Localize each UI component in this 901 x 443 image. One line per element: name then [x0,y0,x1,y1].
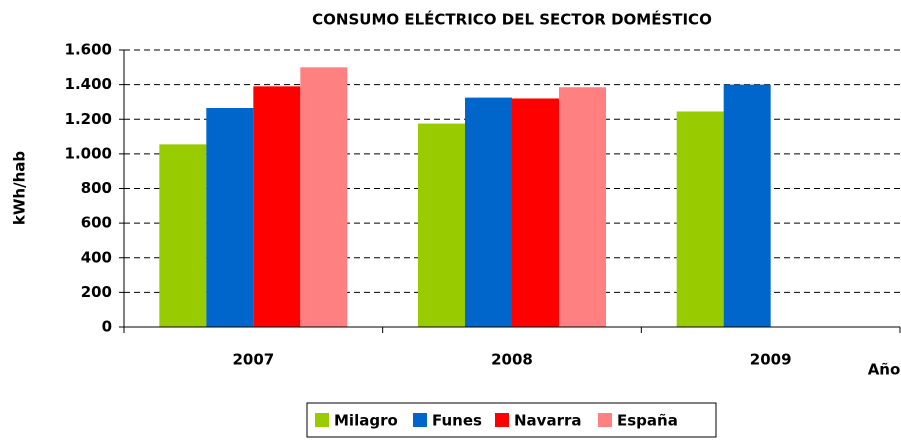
x-tick-label: 2008 [491,351,533,369]
bar [253,86,301,327]
legend-swatch [413,413,427,427]
legend-box [306,402,717,438]
bar [159,144,207,327]
y-tick-label: 800 [81,179,112,197]
legend-label: España [617,412,678,430]
bar [300,67,348,327]
x-axis-label: Año [868,361,901,379]
y-tick-label: 1.200 [65,110,112,128]
bar [676,111,724,327]
bar [206,107,254,327]
x-tick-label: 2007 [232,351,274,369]
y-tick-label: 1.400 [65,75,112,93]
y-tick-label: 400 [81,248,112,266]
bar [559,87,606,327]
bar [723,84,771,327]
chart-title: CONSUMO ELÉCTRICO DEL SECTOR DOMÉSTICO [312,10,712,29]
y-tick-label: 1.000 [65,144,112,162]
legend-swatch [495,413,509,427]
bar [418,123,465,327]
y-axis-label: kWh/hab [11,151,29,225]
legend-label: Navarra [514,412,582,430]
legend-swatch [315,413,329,427]
bar [465,97,512,327]
x-tick-label: 2009 [750,351,792,369]
y-tick-label: 600 [81,214,112,232]
y-tick-label: 1.600 [65,41,112,59]
legend-swatch [598,413,612,427]
legend-label: Milagro [334,412,398,430]
bar [512,98,559,327]
y-tick-label: 200 [81,283,112,301]
legend-label: Funes [432,412,482,430]
y-tick-label: 0 [102,318,112,336]
